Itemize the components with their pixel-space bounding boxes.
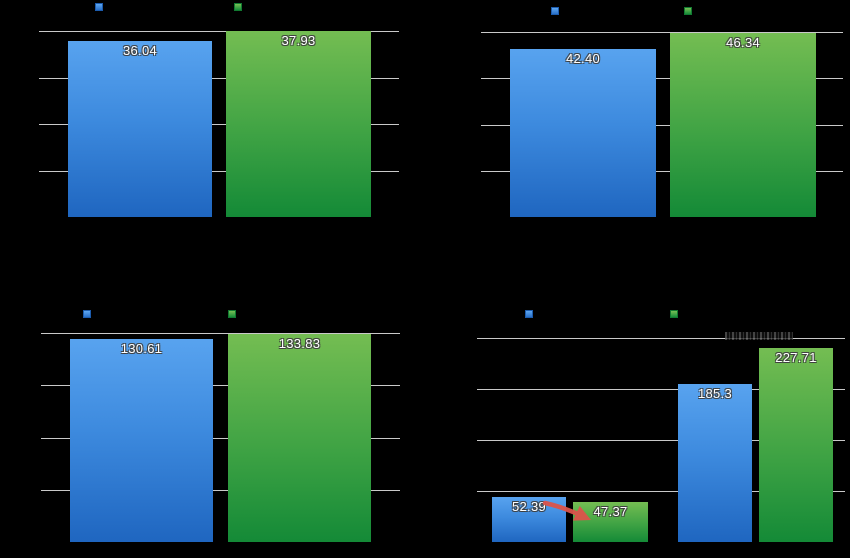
bar-blue [678, 384, 752, 542]
legend-swatch-blue-icon [95, 3, 103, 11]
chart-bottom-left: 130.61 133.83 [0, 279, 425, 558]
decrease-arrow-icon [425, 279, 850, 558]
gridline [41, 333, 400, 334]
gridline [39, 170, 399, 172]
gridline [481, 32, 843, 33]
bar-blue [510, 49, 656, 217]
gridline [481, 124, 843, 126]
chart-bottom-right: 52.39 47.37 185.3 227.71 [425, 279, 850, 558]
bar-green [670, 33, 816, 217]
bar-value-label: 37.93 [281, 33, 316, 49]
gridline [41, 489, 400, 491]
legend-swatch-green-icon [670, 310, 678, 318]
bar-green [228, 334, 371, 542]
chart-top-left: 36.04 37.93 [0, 0, 425, 279]
bar-value-label: 130.61 [120, 341, 163, 357]
bar-blue [70, 339, 213, 542]
bar-value-label: 185.3 [697, 386, 733, 402]
bar-value-label: 36.04 [122, 42, 158, 58]
bar-value-label: 52.39 [511, 499, 547, 515]
bar-value-label: 227.71 [775, 350, 817, 366]
bar-green [226, 31, 371, 217]
legend-swatch-blue-icon [551, 7, 559, 15]
gridline [39, 77, 399, 79]
chart-top-right: 42.40 46.34 [425, 0, 850, 279]
gridline [481, 170, 843, 172]
bar-value-label: 46.34 [725, 35, 761, 51]
legend-swatch-green-icon [228, 310, 236, 318]
gridline [477, 389, 845, 390]
legend-swatch-green-icon [684, 7, 692, 15]
legend-swatch-green-icon [234, 3, 242, 11]
gridline [41, 385, 400, 387]
legend-swatch-blue-icon [525, 310, 533, 318]
gridline [477, 338, 845, 339]
gridline [477, 491, 845, 492]
bar-green [759, 348, 833, 542]
bar-value-label: 47.37 [593, 503, 628, 519]
illegible-annotation [725, 332, 793, 340]
gridline [39, 31, 399, 32]
bar-value-label: 133.83 [278, 336, 321, 352]
gridline [481, 78, 843, 80]
gridline [39, 124, 399, 125]
bar-blue [68, 40, 212, 217]
gridline [41, 437, 400, 439]
legend-swatch-blue-icon [83, 310, 91, 318]
gridline [477, 440, 845, 441]
bar-value-label: 42.40 [565, 51, 601, 67]
